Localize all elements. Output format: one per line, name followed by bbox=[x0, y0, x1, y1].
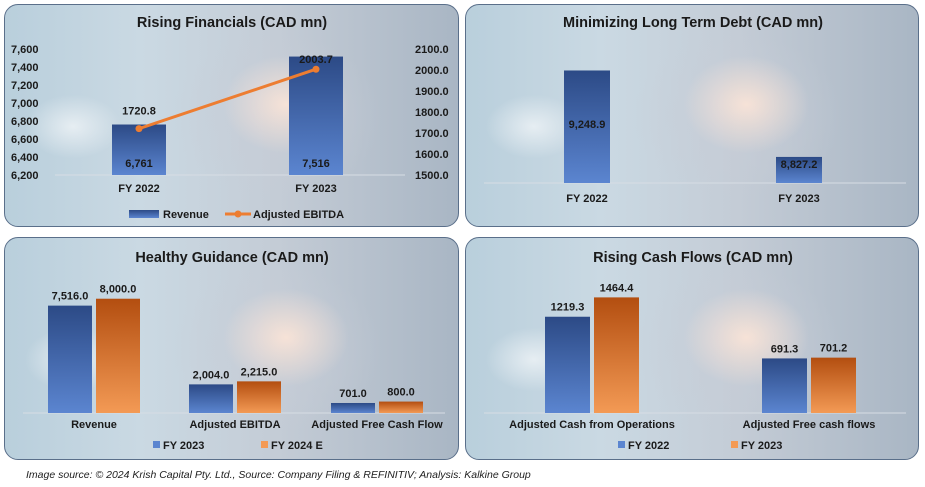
bar-fy-2023 bbox=[48, 305, 92, 413]
rising-cash-flows-chart: Rising Cash Flows (CAD mn) 1219.3 1464.4 Ad… bbox=[484, 250, 906, 452]
x-category-label: FY 2023 bbox=[295, 183, 336, 195]
bar-data-label: 691.3 bbox=[771, 343, 799, 355]
bar-data-label: 8,000.0 bbox=[100, 284, 137, 296]
bar-fy-2023 bbox=[331, 402, 375, 413]
bar-data-label: 701.0 bbox=[339, 388, 367, 400]
y-left-tick-label: 7,200 bbox=[11, 80, 39, 92]
y-right-tick-label: 1900.0 bbox=[415, 86, 449, 98]
ebitda-line bbox=[138, 67, 317, 131]
legend-label: FY 2024 E bbox=[271, 440, 323, 452]
y-left-tick-label: 7,000 bbox=[11, 98, 39, 110]
healthy-guidance-chart: Healthy Guidance (CAD mn) 7,516.0 8,000.0 R… bbox=[23, 250, 445, 452]
revenue-bar bbox=[112, 124, 166, 175]
bar-data-label: 1464.4 bbox=[600, 282, 635, 294]
bar-fy-2024-e bbox=[379, 401, 423, 413]
x-category-label: Adjusted Free Cash Flow bbox=[311, 419, 443, 431]
debt-bar bbox=[564, 70, 610, 183]
legend-swatch bbox=[261, 441, 268, 448]
ebitda-point bbox=[135, 125, 143, 133]
chart-panel-rising-cash-flows: Rising Cash Flows (CAD mn) 1219.3 1464.4 Ad… bbox=[465, 237, 919, 460]
bar-fy-2024-e bbox=[96, 298, 140, 413]
y-left-tick-label: 6,200 bbox=[11, 170, 39, 182]
chart-title: Minimizing Long Term Debt (CAD mn) bbox=[563, 15, 823, 31]
chart-title: Healthy Guidance (CAD mn) bbox=[135, 250, 329, 266]
chart-panel-rising-financials: Rising Financials (CAD mn) 6,200 6,400 6,60… bbox=[4, 4, 459, 227]
x-category-label: Adjusted Cash from Operations bbox=[509, 419, 675, 431]
long-term-debt-chart: Minimizing Long Term Debt (CAD mn) 9,248.… bbox=[484, 15, 906, 205]
y-right-tick-label: 1700.0 bbox=[415, 128, 449, 140]
legend-label: FY 2022 bbox=[628, 440, 669, 452]
y-left-tick-label: 7,600 bbox=[11, 44, 39, 56]
bar-data-label: 2,215.0 bbox=[241, 366, 278, 378]
revenue-data-label: 6,761 bbox=[125, 158, 153, 170]
x-category-label: FY 2023 bbox=[778, 193, 819, 205]
bar-fy-2022 bbox=[762, 358, 807, 413]
x-category-label: Adjusted Free cash flows bbox=[743, 419, 876, 431]
ebitda-data-label: 2003.7 bbox=[299, 54, 333, 66]
bar-data-label: 7,516.0 bbox=[52, 291, 89, 303]
bar-data-label: 2,004.0 bbox=[193, 369, 230, 381]
bar-data-label: 800.0 bbox=[387, 387, 415, 399]
rising-financials-chart: Rising Financials (CAD mn) 6,200 6,400 6,60… bbox=[11, 15, 449, 221]
legend-swatch bbox=[618, 441, 625, 448]
bar-fy-2022 bbox=[545, 316, 590, 413]
x-category-label: FY 2022 bbox=[118, 183, 159, 195]
debt-data-label: 8,827.2 bbox=[781, 159, 818, 171]
y-left-tick-label: 7,400 bbox=[11, 62, 39, 74]
chart-panel-long-term-debt: Minimizing Long Term Debt (CAD mn) 9,248.… bbox=[465, 4, 919, 227]
x-category-label: Adjusted EBITDA bbox=[189, 419, 280, 431]
debt-data-label: 9,248.9 bbox=[569, 119, 606, 131]
legend-label: FY 2023 bbox=[741, 440, 782, 452]
chart-panel-healthy-guidance: Healthy Guidance (CAD mn) 7,516.0 8,000.0 R… bbox=[4, 237, 459, 460]
revenue-data-label: 7,516 bbox=[302, 158, 330, 170]
legend-swatch bbox=[731, 441, 738, 448]
legend-revenue-swatch bbox=[129, 210, 159, 218]
ebitda-data-label: 1720.8 bbox=[122, 106, 156, 118]
y-right-tick-label: 1500.0 bbox=[415, 170, 449, 182]
y-left-tick-label: 6,400 bbox=[11, 152, 39, 164]
x-category-label: FY 2022 bbox=[566, 193, 607, 205]
bar-fy-2023 bbox=[594, 297, 639, 413]
image-source-caption: Image source: © 2024 Krish Capital Pty. … bbox=[26, 469, 531, 481]
y-right-tick-label: 1600.0 bbox=[415, 149, 449, 161]
chart-title: Rising Cash Flows (CAD mn) bbox=[593, 250, 793, 266]
legend-ebitda-label: Adjusted EBITDA bbox=[253, 209, 344, 221]
bar-fy-2023 bbox=[811, 357, 856, 413]
chart-title: Rising Financials (CAD mn) bbox=[137, 15, 327, 31]
debt-bar bbox=[776, 156, 822, 183]
y-left-tick-label: 6,800 bbox=[11, 116, 39, 128]
legend-ebitda-marker bbox=[234, 210, 242, 218]
y-right-tick-label: 2000.0 bbox=[415, 65, 449, 77]
legend-swatch bbox=[153, 441, 160, 448]
ebitda-point bbox=[312, 65, 320, 73]
legend-revenue-label: Revenue bbox=[163, 209, 209, 221]
bar-data-label: 701.2 bbox=[820, 343, 848, 355]
bar-fy-2023 bbox=[189, 384, 233, 413]
y-right-tick-label: 1800.0 bbox=[415, 107, 449, 119]
y-right-tick-label: 2100.0 bbox=[415, 44, 449, 56]
bar-data-label: 1219.3 bbox=[551, 302, 585, 314]
bar-fy-2024-e bbox=[237, 381, 281, 413]
x-category-label: Revenue bbox=[71, 419, 117, 431]
legend-label: FY 2023 bbox=[163, 440, 204, 452]
y-left-tick-label: 6,600 bbox=[11, 134, 39, 146]
